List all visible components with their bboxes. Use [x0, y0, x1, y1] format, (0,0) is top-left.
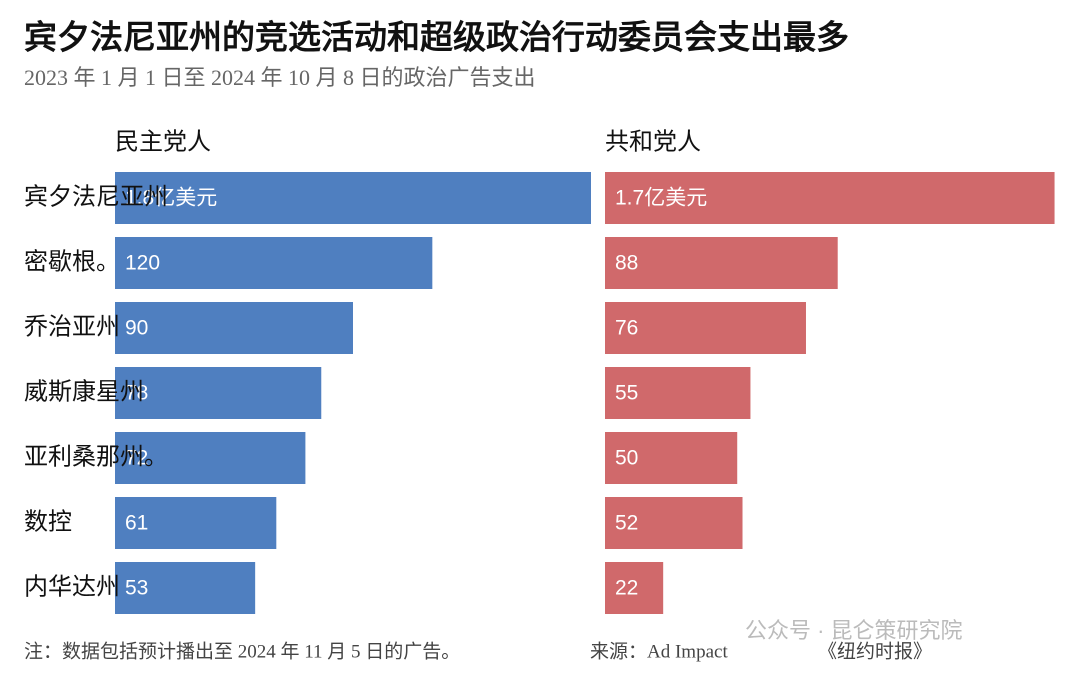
value-label: 120	[125, 252, 160, 275]
source: 来源：Ad Impact	[590, 640, 728, 662]
value-label: 1.7亿美元	[615, 187, 707, 210]
bar	[115, 367, 322, 419]
source-outlet: 《纽约时报》	[818, 640, 932, 662]
category-label: 亚利桑那州。	[24, 443, 168, 470]
watermark: 公众号 · 昆仑策研究院	[745, 618, 963, 643]
bar	[605, 367, 751, 419]
category-label: 密歇根。	[24, 248, 120, 275]
bar	[115, 562, 256, 614]
value-label: 50	[615, 447, 638, 470]
category-label: 内华达州	[24, 573, 120, 600]
value-label: 72	[125, 447, 148, 470]
bar	[115, 497, 277, 549]
value-label: 55	[615, 382, 638, 405]
value-label: 22	[615, 577, 638, 600]
value-label: 61	[125, 512, 148, 535]
chart-subtitle: 2023 年 1 月 1 日至 2024 年 10 月 8 日的政治广告支出	[24, 65, 536, 90]
panel-title: 共和党人	[605, 128, 701, 155]
category-label: 数控	[24, 508, 72, 535]
bar	[115, 172, 591, 224]
bar	[605, 302, 806, 354]
bar	[605, 432, 738, 484]
bar	[605, 237, 838, 289]
bar	[115, 432, 306, 484]
bar	[115, 237, 433, 289]
category-label: 乔治亚州	[24, 313, 120, 340]
bar	[605, 497, 743, 549]
value-label: 90	[125, 317, 148, 340]
chart-title: 宾夕法尼亚州的竞选活动和超级政治行动委员会支出最多	[24, 19, 849, 56]
category-label: 威斯康星州	[24, 378, 144, 405]
value-label: 1.8亿美元	[125, 187, 217, 210]
value-label: 53	[125, 577, 148, 600]
value-label: 52	[615, 512, 638, 535]
bar	[115, 302, 353, 354]
value-label: 76	[615, 317, 638, 340]
bar	[605, 562, 664, 614]
value-label: 78	[125, 382, 148, 405]
category-label: 宾夕法尼亚州	[24, 183, 168, 210]
bar	[605, 172, 1055, 224]
value-label: 88	[615, 252, 638, 275]
footnote: 注：数据包括预计播出至 2024 年 11 月 5 日的广告。	[24, 640, 460, 662]
panel-title: 民主党人	[115, 128, 211, 155]
